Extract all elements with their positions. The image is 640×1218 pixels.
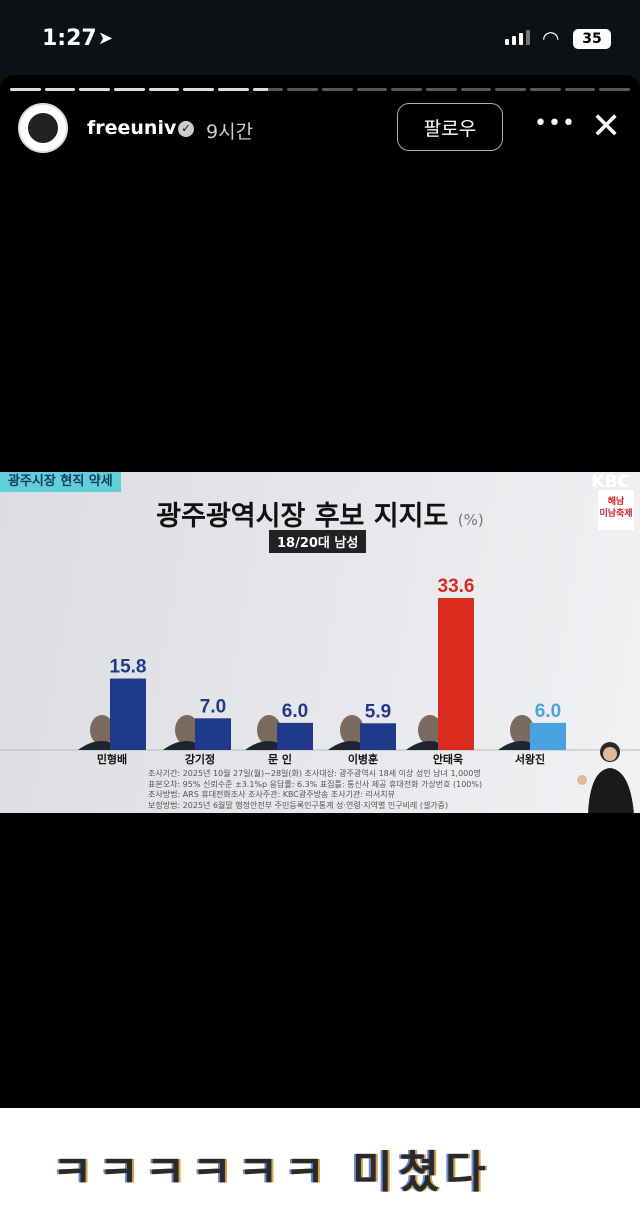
- close-icon[interactable]: ✕: [591, 106, 622, 147]
- follow-button[interactable]: 팔로우: [397, 103, 503, 151]
- bar: [360, 723, 396, 750]
- progress-segment: [495, 88, 527, 91]
- progress-segment: [183, 88, 215, 91]
- progress-segment: [218, 88, 249, 91]
- survey-note: 보정방법: 2025년 6월말 행정안전부 주민등록인구통계 성·연령·지역별 …: [148, 800, 449, 810]
- survey-notes: 조사기간: 2025년 10월 27일(월)~28일(화) 조사대상: 광주광역…: [148, 769, 482, 811]
- bar: [530, 722, 566, 750]
- username[interactable]: freeuniv: [87, 117, 177, 139]
- progress-segment: [287, 88, 319, 91]
- progress-segment: [44, 88, 76, 91]
- story-caption: ㅋㅋㅋㅋㅋㅋ 미쳤다: [0, 1108, 640, 1218]
- chart-title: 광주광역시장 후보 지지도 (%): [156, 501, 484, 532]
- category-label: 문 인: [268, 752, 292, 766]
- candidate-photo: [418, 715, 442, 745]
- progress-segment: [148, 88, 180, 91]
- survey-note: 조사방법: ARS 휴대전화조사 조사주관: KBC광주방송 조사기관: 리서치…: [148, 790, 395, 799]
- progress-segment: [114, 88, 145, 91]
- progress-segment: [10, 88, 41, 91]
- category-label: 이병훈: [348, 752, 378, 766]
- story-progress: [10, 88, 631, 91]
- data-label: 6.0: [282, 701, 308, 722]
- candidate-photo: [340, 715, 364, 745]
- candidate-photo: [175, 715, 199, 745]
- survey-note: 조사기간: 2025년 10월 27일(월)~28일(화) 조사대상: 광주광역…: [148, 769, 481, 778]
- story-media: 광주시장 현직 약세 KBC 해남 미남축제 광주광역시장 후보 지지도 (%) …: [0, 472, 640, 813]
- clock: 1:27: [42, 26, 97, 51]
- progress-segment: [79, 88, 111, 91]
- candidate-photo: [257, 715, 281, 745]
- location-arrow-icon: ➤: [98, 28, 114, 49]
- progress-segment: [460, 88, 492, 91]
- chart-subtitle: 18/20대 남성: [269, 530, 367, 553]
- festival-logo: 해남 미남축제: [598, 490, 634, 530]
- bar: [438, 598, 474, 750]
- data-label: 7.0: [200, 696, 226, 717]
- progress-segment: [391, 88, 423, 91]
- bar-chart: 15.8 민형배 7.0 강기정 6.0 문 인 5.9 이병훈 33.6 안태욱 6.0 서왕진: [0, 576, 640, 766]
- sign-interpreter-image: [577, 742, 634, 813]
- progress-segment: [564, 88, 596, 91]
- avatar[interactable]: [18, 103, 68, 153]
- data-label: 15.8: [110, 657, 147, 678]
- cellular-signal-icon: [505, 30, 530, 45]
- progress-segment: [599, 88, 631, 91]
- progress-segment: [322, 88, 353, 91]
- category-label: 민형배: [97, 752, 127, 766]
- progress-segment: [530, 88, 561, 91]
- broadcaster-logo: KBC: [591, 472, 630, 492]
- category-label: 강기정: [185, 752, 215, 766]
- battery-icon: 35: [573, 29, 611, 49]
- story-viewer[interactable]: freeuniv ✓ 9시간 팔로우 ••• ✕ 광주시장 현직 약세 KBC …: [0, 75, 640, 1218]
- caption-text: ㅋㅋㅋㅋㅋㅋ 미쳤다: [52, 1147, 492, 1198]
- verified-badge-icon: ✓: [178, 121, 194, 137]
- bar: [195, 718, 231, 750]
- data-label: 5.9: [365, 701, 391, 722]
- progress-segment: [252, 88, 284, 91]
- status-bar: 1:27 ➤ ◠ 35: [0, 0, 640, 75]
- progress-segment: [426, 88, 457, 91]
- post-time: 9시간: [206, 121, 254, 143]
- survey-note: 표본오차: 95% 신뢰수준 ±3.1%p 응답률: 6.3% 표집틀: 통신사…: [148, 779, 483, 789]
- category-label: 안태욱: [433, 752, 463, 766]
- category-label: 서왕진: [515, 752, 545, 766]
- candidate-photo: [510, 715, 534, 745]
- data-label: 33.6: [438, 576, 475, 597]
- bar: [277, 722, 313, 750]
- progress-segment: [356, 88, 388, 91]
- wifi-icon: ◠: [542, 26, 560, 50]
- candidate-photo: [90, 715, 114, 745]
- data-label: 6.0: [535, 701, 561, 722]
- more-options-icon[interactable]: •••: [534, 111, 576, 136]
- bar: [110, 678, 146, 750]
- news-tagline: 광주시장 현직 약세: [0, 472, 121, 492]
